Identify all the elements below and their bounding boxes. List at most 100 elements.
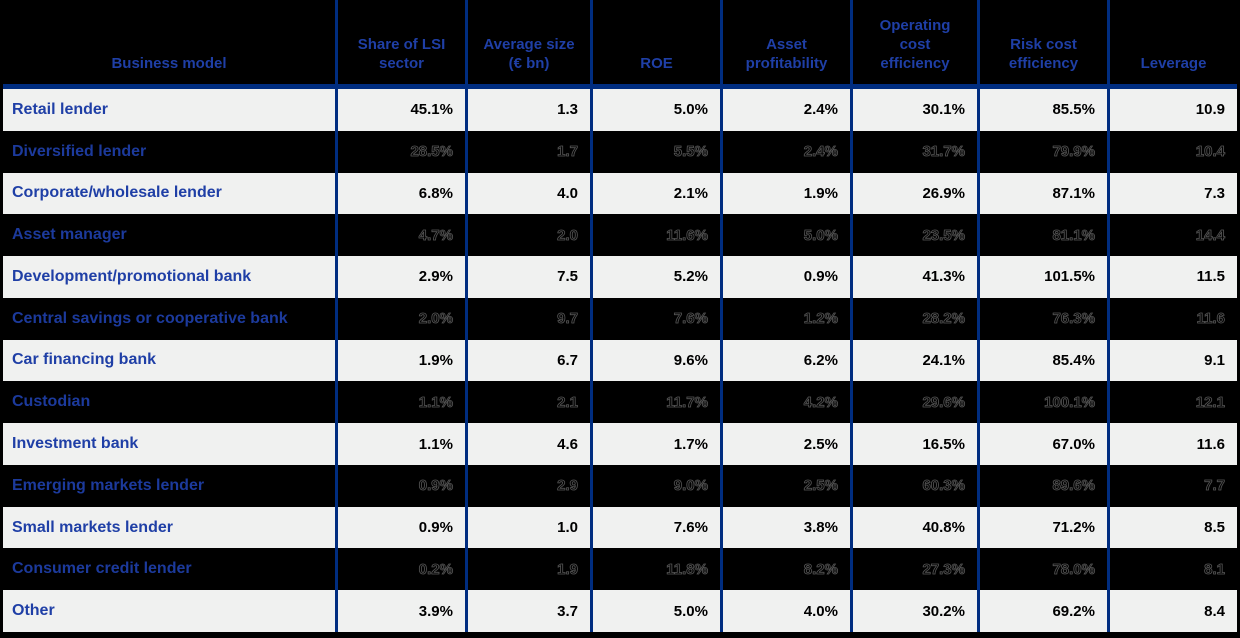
leverage-cell: 14.4 (1107, 214, 1237, 257)
risk-cost-efficiency-cell: 89.6% (977, 464, 1107, 507)
column-header-average-size: Average size (€ bn) (465, 0, 590, 84)
share-of-lsi-sector-cell: 1.1% (335, 381, 465, 424)
business-model-cell: Small markets lender (12, 518, 173, 536)
business-model-cell: Emerging markets lender (12, 476, 205, 494)
leverage-cell: 11.5 (1107, 256, 1237, 298)
column-header-leverage: Leverage (1107, 0, 1237, 84)
table-row: Development/promotional bank 2.9% 7.5 5.… (3, 256, 1237, 298)
operating-cost-efficiency-cell: 16.5% (850, 423, 977, 465)
leverage-cell: 8.4 (1107, 590, 1237, 632)
roe-cell: 11.7% (590, 381, 720, 424)
roe-cell: 9.6% (590, 339, 720, 382)
roe-cell: 9.0% (590, 464, 720, 507)
operating-cost-efficiency-cell: 60.3% (850, 464, 977, 507)
operating-cost-efficiency-cell: 26.9% (850, 172, 977, 215)
asset-profitability-cell: 1.2% (720, 297, 850, 340)
roe-cell: 7.6% (590, 297, 720, 340)
business-model-cell: Diversified lender (12, 142, 147, 160)
risk-cost-efficiency-cell: 71.2% (977, 506, 1107, 549)
table-row: Custodian 1.1% 2.1 11.7% 4.2% 29.6% 100.… (3, 381, 1237, 424)
leverage-cell: 11.6 (1107, 423, 1237, 465)
roe-cell: 5.5% (590, 130, 720, 173)
share-of-lsi-sector-cell: 0.9% (335, 464, 465, 507)
leverage-cell: 10.4 (1107, 130, 1237, 173)
table-row: Asset manager 4.7% 2.0 11.6% 5.0% 23.5% … (3, 214, 1237, 257)
share-of-lsi-sector-cell: 6.8% (335, 172, 465, 215)
asset-profitability-cell: 1.9% (720, 172, 850, 215)
table-row: Investment bank 1.1% 4.6 1.7% 2.5% 16.5%… (3, 423, 1237, 465)
business-model-cell: Corporate/wholesale lender (12, 184, 222, 202)
column-header-risk-cost-efficiency: Risk cost efficiency (977, 0, 1107, 84)
operating-cost-efficiency-cell: 40.8% (850, 506, 977, 549)
business-model-cell: Investment bank (12, 435, 139, 453)
average-size-cell: 1.3 (465, 89, 590, 131)
average-size-cell: 4.0 (465, 172, 590, 215)
average-size-cell: 2.0 (465, 214, 590, 257)
roe-cell: 11.8% (590, 548, 720, 591)
asset-profitability-cell: 2.4% (720, 89, 850, 131)
share-of-lsi-sector-cell: 2.0% (335, 297, 465, 340)
average-size-cell: 6.7 (465, 339, 590, 382)
business-model-cell: Development/promotional bank (12, 267, 252, 285)
table-body: Retail lender 45.1% 1.3 5.0% 2.4% 30.1% … (3, 89, 1237, 632)
table-row: Consumer credit lender 0.2% 1.9 11.8% 8.… (3, 548, 1237, 591)
roe-cell: 7.6% (590, 506, 720, 549)
table-row: Other 3.9% 3.7 5.0% 4.0% 30.2% 69.2% 8.4 (3, 590, 1237, 632)
average-size-cell: 4.6 (465, 423, 590, 465)
roe-cell: 2.1% (590, 172, 720, 215)
table-row: Retail lender 45.1% 1.3 5.0% 2.4% 30.1% … (3, 89, 1237, 131)
column-header-business-model: Business model (111, 55, 227, 72)
roe-cell: 1.7% (590, 423, 720, 465)
operating-cost-efficiency-cell: 29.6% (850, 381, 977, 424)
column-header-share-of-lsi-sector: Share of LSI sector (335, 0, 465, 84)
share-of-lsi-sector-cell: 0.9% (335, 506, 465, 549)
share-of-lsi-sector-cell: 0.2% (335, 548, 465, 591)
share-of-lsi-sector-cell: 3.9% (335, 590, 465, 632)
leverage-cell: 10.9 (1107, 89, 1237, 131)
share-of-lsi-sector-cell: 4.7% (335, 214, 465, 257)
business-model-cell: Other (12, 602, 55, 620)
risk-cost-efficiency-cell: 81.1% (977, 214, 1107, 257)
business-model-cell: Custodian (12, 393, 91, 411)
share-of-lsi-sector-cell: 28.5% (335, 130, 465, 173)
asset-profitability-cell: 8.2% (720, 548, 850, 591)
average-size-cell: 9.7 (465, 297, 590, 340)
asset-profitability-cell: 2.4% (720, 130, 850, 173)
operating-cost-efficiency-cell: 28.2% (850, 297, 977, 340)
leverage-cell: 11.6 (1107, 297, 1237, 340)
roe-cell: 11.6% (590, 214, 720, 257)
column-header-operating-cost-efficiency: Operating cost efficiency (850, 0, 977, 84)
average-size-cell: 1.7 (465, 130, 590, 173)
asset-profitability-cell: 5.0% (720, 214, 850, 257)
business-model-cell: Asset manager (12, 226, 127, 244)
leverage-cell: 9.1 (1107, 339, 1237, 382)
risk-cost-efficiency-cell: 79.9% (977, 130, 1107, 173)
average-size-cell: 2.1 (465, 381, 590, 424)
asset-profitability-cell: 2.5% (720, 464, 850, 507)
average-size-cell: 1.9 (465, 548, 590, 591)
share-of-lsi-sector-cell: 2.9% (335, 256, 465, 298)
risk-cost-efficiency-cell: 85.5% (977, 89, 1107, 131)
column-header-roe: ROE (590, 0, 720, 84)
risk-cost-efficiency-cell: 87.1% (977, 172, 1107, 215)
share-of-lsi-sector-cell: 1.9% (335, 339, 465, 382)
leverage-cell: 7.7 (1107, 464, 1237, 507)
operating-cost-efficiency-cell: 30.2% (850, 590, 977, 632)
risk-cost-efficiency-cell: 78.0% (977, 548, 1107, 591)
roe-cell: 5.0% (590, 89, 720, 131)
table-row: Corporate/wholesale lender 6.8% 4.0 2.1%… (3, 172, 1237, 215)
leverage-cell: 8.1 (1107, 548, 1237, 591)
operating-cost-efficiency-cell: 30.1% (850, 89, 977, 131)
operating-cost-efficiency-cell: 31.7% (850, 130, 977, 173)
leverage-cell: 8.5 (1107, 506, 1237, 549)
risk-cost-efficiency-cell: 69.2% (977, 590, 1107, 632)
asset-profitability-cell: 6.2% (720, 339, 850, 382)
operating-cost-efficiency-cell: 23.5% (850, 214, 977, 257)
asset-profitability-cell: 4.2% (720, 381, 850, 424)
leverage-cell: 7.3 (1107, 172, 1237, 215)
roe-cell: 5.2% (590, 256, 720, 298)
roe-cell: 5.0% (590, 590, 720, 632)
table-row: Diversified lender 28.5% 1.7 5.5% 2.4% 3… (3, 130, 1237, 173)
business-model-cell: Car financing bank (12, 351, 157, 369)
